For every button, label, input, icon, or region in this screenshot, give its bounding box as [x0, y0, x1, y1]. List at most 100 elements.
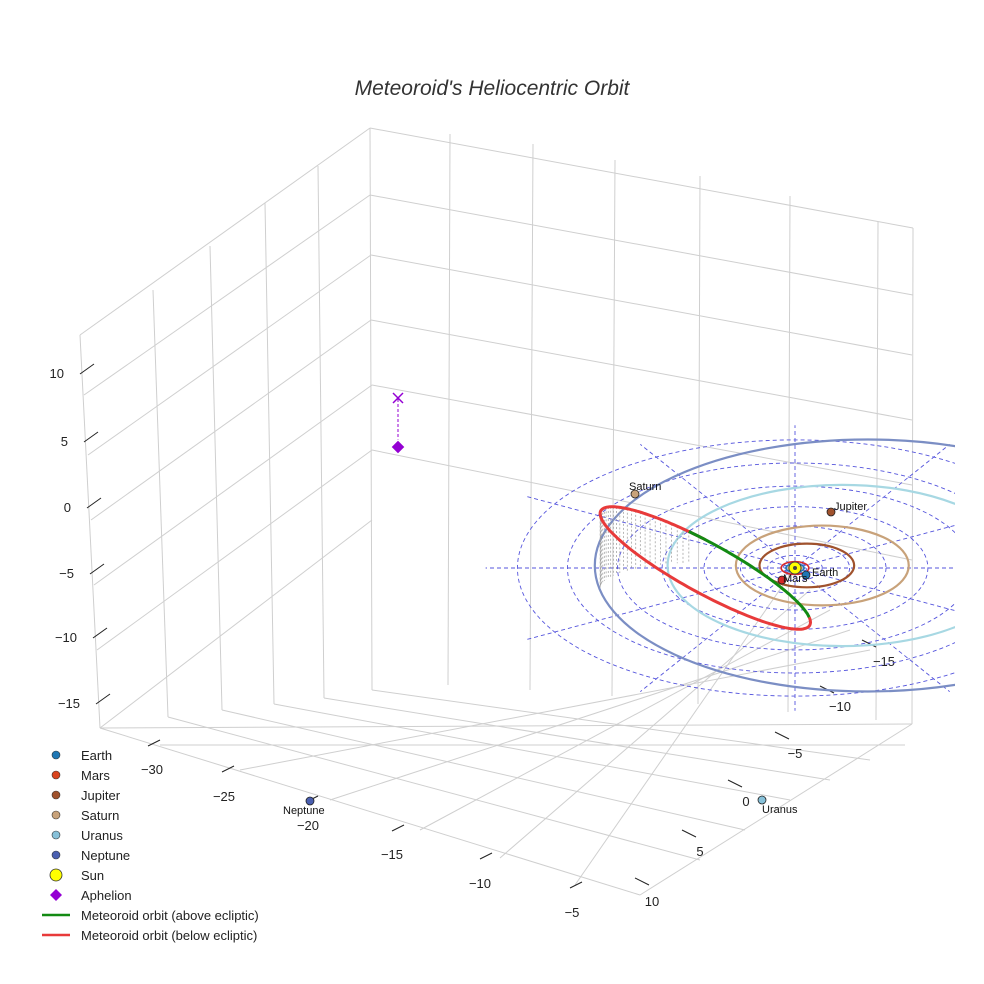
y-tick-label: −15	[873, 654, 895, 669]
z-tick-mark	[92, 627, 108, 639]
ecliptic-grid-spoke	[640, 567, 796, 693]
x-tick-label: −25	[213, 789, 235, 804]
planet-label-jupiter: Jupiter	[834, 501, 867, 513]
legend-swatch	[51, 830, 61, 840]
legend-item: Uranus	[51, 828, 123, 843]
z-tick-label: −15	[58, 696, 80, 711]
x-axis: −30 −25 −20 −15 −10 −5	[141, 739, 583, 920]
legend-label: Meteoroid orbit (above ecliptic)	[81, 908, 259, 923]
y-axis: −15 −10 −5 0 5 10	[634, 639, 895, 909]
legend-swatch	[51, 770, 61, 780]
y-tick-label: −10	[829, 699, 851, 714]
orbit-saturn	[734, 524, 910, 607]
y-tick-mark	[774, 731, 790, 740]
planet-saturn	[630, 489, 640, 499]
legend-item: Neptune	[51, 848, 130, 863]
z-tick-label: −10	[55, 630, 77, 645]
legend-label: Sun	[81, 868, 104, 883]
x-tick-label: −5	[565, 905, 580, 920]
legend-swatch	[51, 790, 61, 800]
legend-label: Meteoroid orbit (below ecliptic)	[81, 928, 257, 943]
orbit-jupiter	[758, 542, 856, 589]
ecliptic-grid-spoke	[526, 567, 796, 640]
meteoroid-orbit-below-ecliptic	[598, 505, 813, 631]
legend-item: Aphelion	[50, 888, 132, 903]
ecliptic-grid-spoke	[640, 443, 796, 569]
ecliptic-grid-ring	[739, 542, 851, 594]
z-tick-mark	[86, 497, 102, 509]
planet-label-saturn: Saturn	[629, 481, 661, 493]
aphelion-x-stroke	[392, 392, 404, 404]
legend-label: Jupiter	[81, 788, 121, 803]
x-tick-mark	[391, 824, 405, 832]
ecliptic-grid-spoke	[526, 496, 796, 569]
planet-jupiter	[826, 507, 836, 517]
legend-label: Neptune	[81, 848, 130, 863]
ecliptic-grid-spoke	[794, 443, 950, 569]
x-tick-label: −30	[141, 762, 163, 777]
z-tick-mark	[79, 363, 95, 375]
legend-swatch	[49, 868, 63, 882]
planet-earth	[801, 570, 811, 580]
planet-label-earth: Earth	[812, 567, 838, 579]
planets: Earth Mars Jupiter Saturn Uranus Neptune	[283, 481, 867, 817]
z-tick-mark	[89, 563, 105, 575]
legend-item: Saturn	[51, 808, 119, 823]
y-tick-label: 0	[742, 794, 749, 809]
orbit-uranus	[666, 483, 955, 648]
planet-label-neptune: Neptune	[283, 805, 325, 817]
legend-label: Aphelion	[81, 888, 132, 903]
legend-item: Mars	[51, 768, 110, 783]
legend-swatch	[51, 850, 61, 860]
planet-orbits	[593, 438, 955, 693]
aphelion-marker	[390, 439, 406, 455]
legend-swatch	[51, 750, 61, 760]
x-tick-mark	[479, 852, 493, 860]
legend-label: Mars	[81, 768, 110, 783]
z-axis: 10 5 0 −5 −10 −15	[50, 363, 111, 711]
meteoroid-orbit-above-ecliptic	[688, 530, 811, 618]
y-tick-label: 5	[696, 844, 703, 859]
y-tick-mark	[634, 877, 650, 886]
meteoroid-drop-lines	[599, 506, 690, 588]
legend-swatch	[50, 889, 62, 901]
z-tick-mark	[95, 693, 111, 705]
x-tick-label: −15	[381, 847, 403, 862]
x-tick-label: −10	[469, 876, 491, 891]
legend-item: Jupiter	[51, 788, 121, 803]
legend-label: Earth	[81, 748, 112, 763]
aphelion-projection-marker	[392, 392, 404, 404]
legend-label: Uranus	[81, 828, 123, 843]
legend: Earth Mars Jupiter Saturn Uranus Neptune Sun Ap…	[42, 748, 259, 943]
ecliptic-grid-ring	[782, 562, 808, 574]
legend-swatch	[51, 810, 61, 820]
z-tick-label: −5	[59, 566, 74, 581]
y-tick-mark	[681, 829, 697, 838]
legend-item: Meteoroid orbit (above ecliptic)	[42, 908, 259, 923]
planet-mars	[777, 575, 787, 585]
chart-title: Meteoroid's Heliocentric Orbit	[355, 77, 631, 100]
y-tick-label: 10	[645, 894, 659, 909]
planet-label-mars: Mars	[783, 573, 808, 585]
y-tick-mark	[727, 779, 743, 788]
planet-uranus	[757, 795, 767, 805]
ecliptic-grid-spoke	[794, 567, 950, 693]
legend-item: Earth	[51, 748, 112, 763]
sun-center	[793, 566, 797, 570]
orbit-neptune	[593, 438, 955, 693]
x-tick-mark	[569, 881, 583, 889]
ecliptic-grid-spoke	[794, 524, 955, 569]
legend-item: Meteoroid orbit (below ecliptic)	[42, 928, 257, 943]
planet-label-uranus: Uranus	[762, 804, 798, 816]
x-tick-mark	[147, 739, 161, 747]
z-tick-label: 5	[61, 434, 68, 449]
legend-item: Sun	[49, 868, 104, 883]
legend-label: Saturn	[81, 808, 119, 823]
ecliptic-grid	[485, 425, 955, 711]
box-grid	[79, 127, 914, 896]
ecliptic-grid-ring	[767, 554, 823, 582]
x-tick-mark	[221, 765, 235, 773]
z-tick-label: 0	[64, 500, 71, 515]
planet-neptune	[305, 796, 315, 806]
